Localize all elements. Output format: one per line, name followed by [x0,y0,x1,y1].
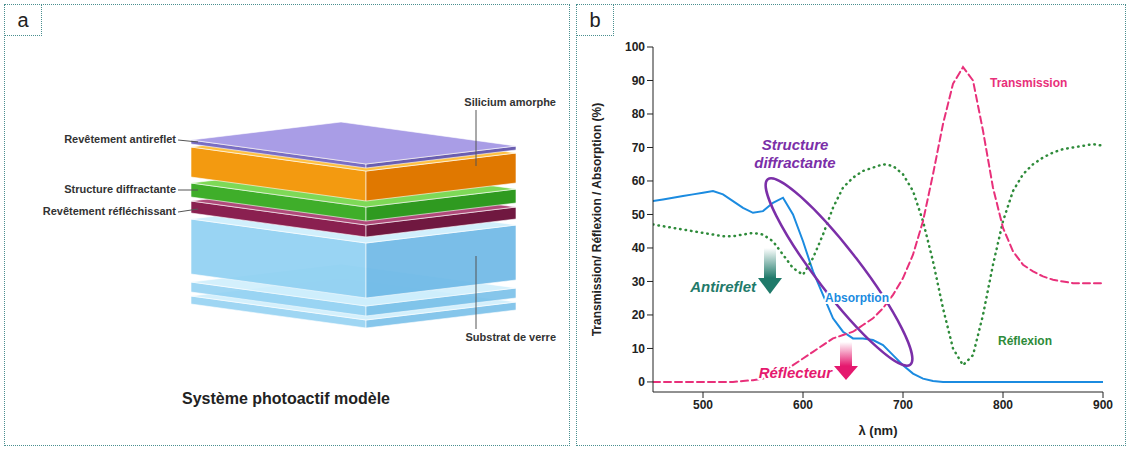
svg-text:Réflexion: Réflexion [998,334,1052,348]
svg-text:Silicium amorphe: Silicium amorphe [464,96,556,108]
svg-text:Antireflet: Antireflet [689,278,757,295]
svg-text:90: 90 [632,74,646,88]
svg-text:800: 800 [993,398,1013,412]
svg-text:50: 50 [632,208,646,222]
svg-text:Revêtement réfléchissant: Revêtement réfléchissant [43,205,177,217]
svg-text:30: 30 [632,275,646,289]
svg-text:10: 10 [632,342,646,356]
svg-text:900: 900 [1093,398,1113,412]
svg-text:70: 70 [632,141,646,155]
svg-text:20: 20 [632,308,646,322]
svg-text:Système photoactif modèle: Système photoactif modèle [182,390,390,407]
svg-text:0: 0 [638,375,645,389]
svg-text:700: 700 [893,398,913,412]
svg-text:Absorption: Absorption [825,291,889,305]
svg-text:60: 60 [632,174,646,188]
svg-text:Transmission: Transmission [990,76,1067,90]
svg-text:500: 500 [693,398,713,412]
svg-text:Structure: Structure [762,136,829,153]
svg-text:λ (nm): λ (nm) [859,423,898,438]
svg-text:Structure diffractante: Structure diffractante [64,183,176,195]
svg-text:600: 600 [793,398,813,412]
svg-text:diffractante: diffractante [754,154,835,171]
svg-text:Réflecteur: Réflecteur [759,364,834,381]
html-text:a: a [17,8,29,31]
svg-text:40: 40 [632,241,646,255]
svg-text:80: 80 [632,107,646,121]
svg-text:100: 100 [625,40,645,54]
html-text:b: b [589,8,601,31]
svg-text:Revêtement antireflet: Revêtement antireflet [64,133,176,145]
svg-text:Substrat de verre: Substrat de verre [466,331,556,343]
svg-text:Transmission/ Réflexion / Abso: Transmission/ Réflexion / Absorption (%) [590,103,604,337]
